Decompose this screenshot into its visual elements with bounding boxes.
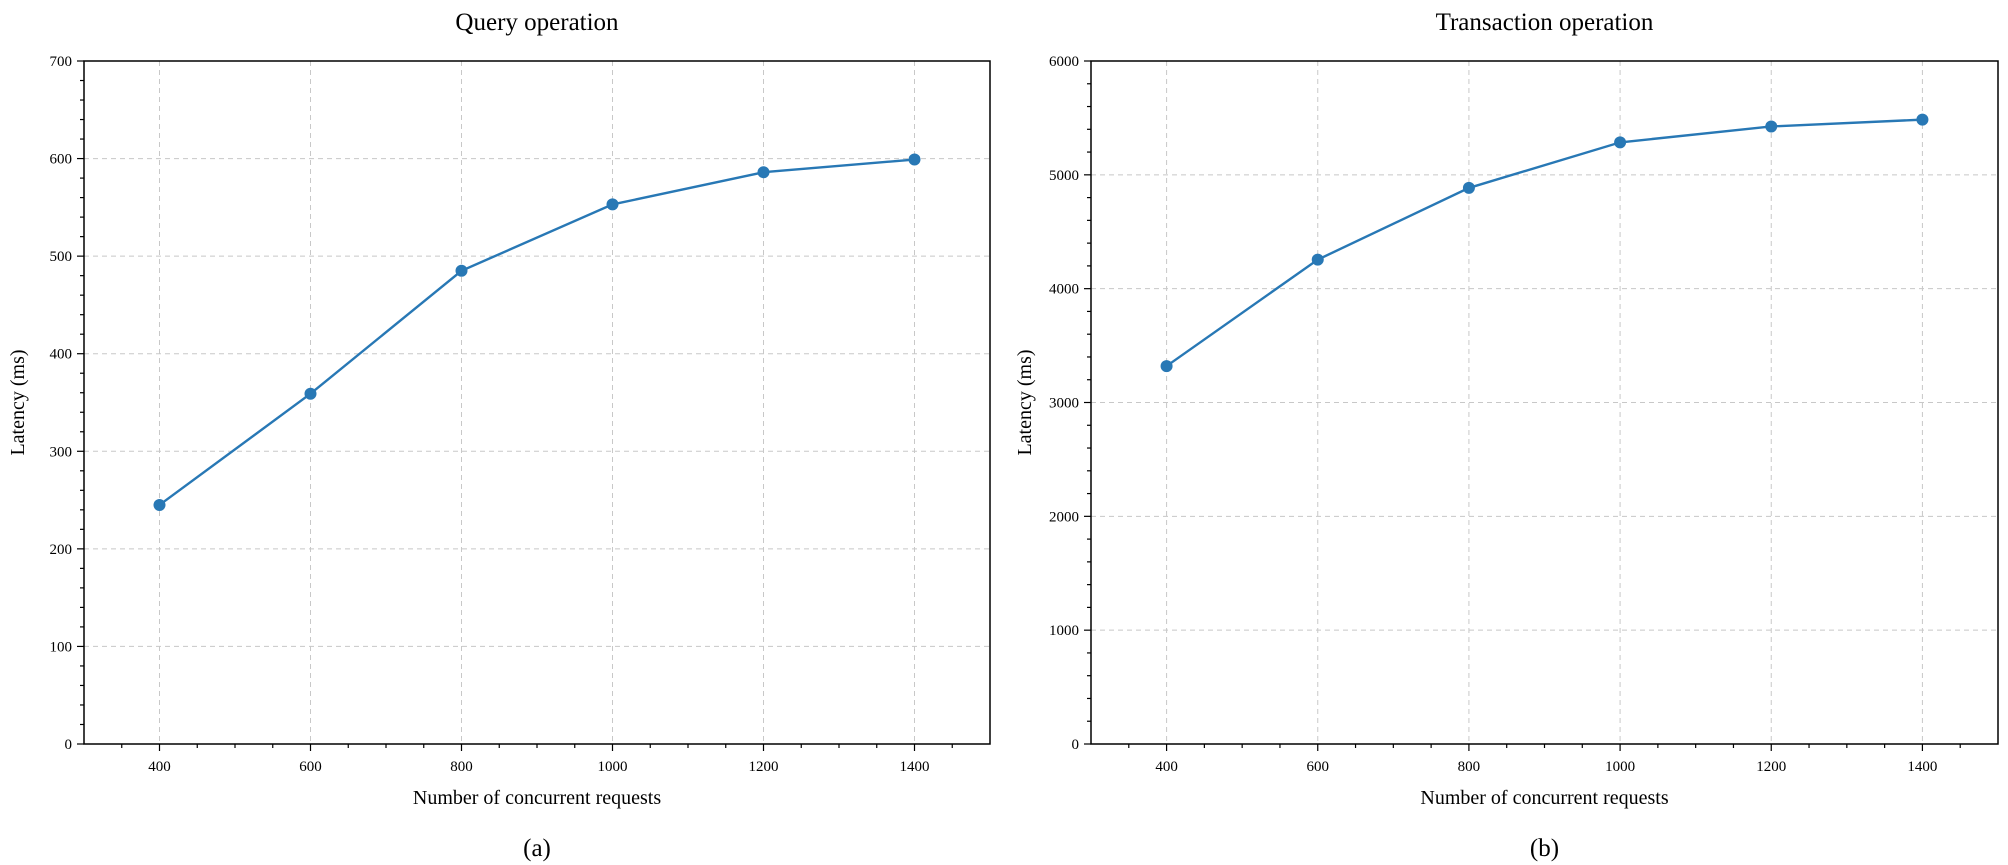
y-tick-label: 300 (50, 444, 73, 460)
panel-caption: (a) (523, 835, 551, 862)
y-tick-label: 5000 (1049, 168, 1079, 184)
x-tick-label: 400 (1155, 759, 1178, 775)
data-point (1765, 120, 1778, 133)
data-point (606, 198, 619, 211)
y-tick-label: 400 (50, 347, 73, 363)
y-tick-label: 200 (50, 542, 73, 558)
data-point (757, 166, 770, 179)
x-tick-label: 800 (1458, 759, 1481, 775)
y-tick-label: 0 (1072, 737, 1080, 753)
y-tick-label: 6000 (1049, 54, 1079, 70)
data-point (1462, 181, 1475, 194)
x-tick-label: 600 (299, 759, 322, 775)
x-tick-label: 600 (1307, 759, 1330, 775)
series-line (158, 158, 915, 506)
x-axis-title: Number of concurrent requests (413, 787, 661, 809)
chart-title: Query operation (455, 9, 619, 36)
panel-transaction-operation: 0 1000 2000 3000 4000 5000 6000 400 600 800 1000 12… (1014, 9, 1999, 862)
y-tick-label: 0 (65, 737, 73, 753)
y-tick-label: 4000 (1049, 282, 1079, 298)
y-tick-label: 2000 (1049, 509, 1079, 525)
y-axis-title: Latency (ms) (7, 349, 29, 455)
y-tick-label: 500 (50, 249, 73, 265)
y-tick-label: 1000 (1049, 623, 1079, 639)
x-tick-label: 400 (148, 759, 171, 775)
x-tick-label: 1000 (598, 759, 628, 775)
data-point (455, 264, 468, 277)
y-tick-label: 700 (50, 54, 73, 70)
y-axis-title: Latency (ms) (1014, 349, 1036, 455)
panel-caption: (b) (1530, 835, 1559, 862)
x-tick-label: 1200 (749, 759, 779, 775)
data-point (1614, 136, 1627, 149)
series-line (1165, 118, 1923, 368)
x-axis-title: Number of concurrent requests (1420, 787, 1668, 809)
x-tick-label: 800 (450, 759, 473, 775)
data-point (908, 153, 921, 166)
x-tick-label: 1400 (900, 759, 930, 775)
y-tick-label: 100 (50, 639, 73, 655)
data-point (304, 387, 317, 400)
data-point (1160, 360, 1173, 373)
data-point (1311, 253, 1324, 266)
y-tick-label: 600 (50, 152, 73, 168)
chart-title: Transaction operation (1436, 9, 1654, 36)
data-point (1916, 113, 1929, 126)
x-tick-label: 1400 (1907, 759, 1937, 775)
x-tick-label: 1200 (1756, 759, 1786, 775)
y-tick-label: 3000 (1049, 396, 1079, 412)
x-tick-label: 1000 (1605, 759, 1635, 775)
panel-query-operation: 0 100 200 300 400 500 600 700 400 600 800 1000 1200 1… (7, 9, 991, 862)
data-point (153, 498, 166, 511)
